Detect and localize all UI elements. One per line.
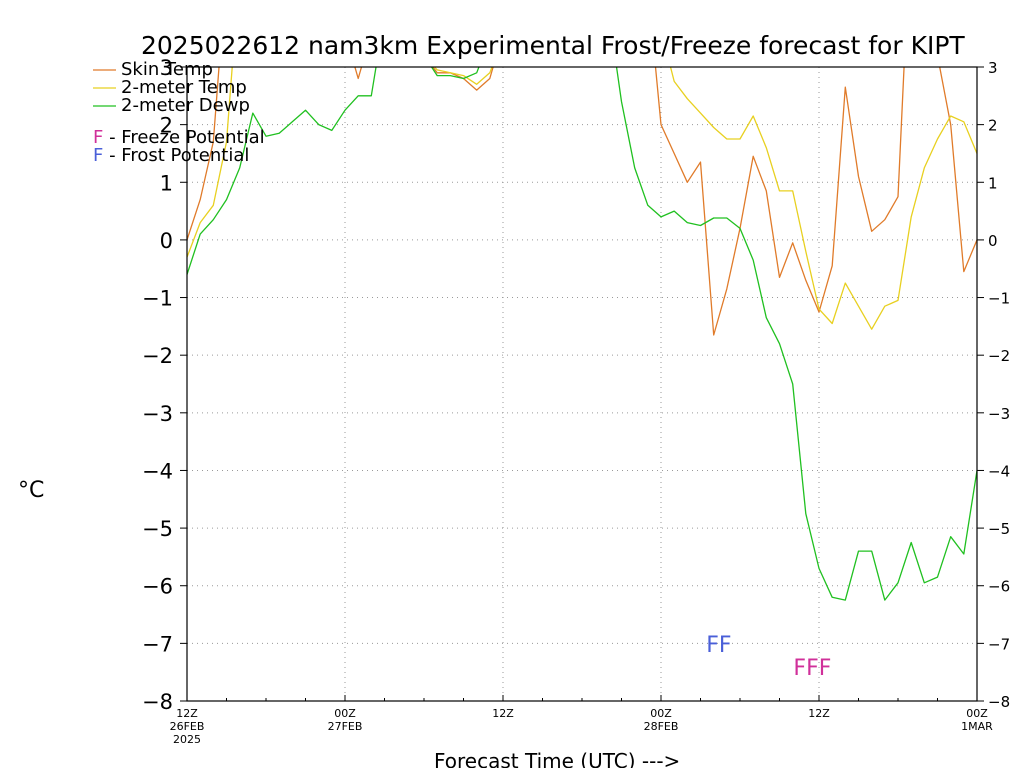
y-tick-label-left: −3 <box>142 402 173 426</box>
y-tick-label-left: −1 <box>142 287 173 311</box>
legend-entry-label: 2-meter Dewp <box>121 95 250 116</box>
x-tick-label: 12Z <box>492 707 514 720</box>
x-tick-label: 27FEB <box>328 720 363 733</box>
y-tick-label-right: −2 <box>988 347 1010 365</box>
y-tick-label-left: 2 <box>160 114 173 138</box>
legend-potential-entry: F - Freeze Potential <box>93 127 265 148</box>
y-tick-label-right: 3 <box>988 59 998 77</box>
y-tick-label-right: 2 <box>988 117 998 135</box>
y-tick-label-left: −8 <box>142 690 173 714</box>
x-tick-label: 00Z <box>650 707 672 720</box>
x-tick-label: 1MAR <box>961 720 993 733</box>
freeze-potential-marker: FFF <box>793 656 831 681</box>
series-line-2-meter-temp <box>187 67 977 330</box>
y-tick-label-right: −1 <box>988 290 1010 308</box>
frost-potential-marker: FF <box>706 633 731 658</box>
series-lines <box>187 67 977 601</box>
x-tick-label: 00Z <box>334 707 356 720</box>
x-tick-label: 12Z <box>808 707 830 720</box>
series-line-skin-temp <box>187 67 977 336</box>
legend-entry-label: Skin Temp <box>121 59 213 80</box>
y-tick-label-right: −4 <box>988 462 1010 480</box>
x-tick-label: 28FEB <box>644 720 679 733</box>
y-tick-label-right: −8 <box>988 693 1010 711</box>
legend-entry-label: 2-meter Temp <box>121 77 247 98</box>
y-tick-label-right: −5 <box>988 520 1010 538</box>
y-axis-label: °C <box>18 478 44 503</box>
x-tick-label: 12Z <box>176 707 198 720</box>
y-tick-label-left: −5 <box>142 517 173 541</box>
y-tick-label-left: −7 <box>142 632 173 656</box>
grid-lines <box>187 67 977 701</box>
y-tick-label-right: −3 <box>988 405 1010 423</box>
y-tick-label-left: 0 <box>160 229 173 253</box>
y-tick-label-left: −6 <box>142 575 173 599</box>
y-tick-label-left: −2 <box>142 344 173 368</box>
y-tick-label-right: 1 <box>988 174 998 192</box>
series-line-2-meter-dewp <box>187 67 977 601</box>
y-tick-label-right: −6 <box>988 578 1010 596</box>
y-tick-label-right: 0 <box>988 232 998 250</box>
y-tick-label-right: −7 <box>988 635 1010 653</box>
x-tick-label: 00Z <box>966 707 988 720</box>
y-tick-label-left: −4 <box>142 459 173 483</box>
x-axis-label: Forecast Time (UTC) ---> <box>434 749 680 768</box>
x-tick-label: 26FEB <box>170 720 205 733</box>
x-tick-label: 2025 <box>173 733 201 746</box>
chart-title: 2025022612 nam3km Experimental Frost/Fre… <box>141 31 965 60</box>
legend-potential-entry: F - Frost Potential <box>93 145 249 166</box>
y-tick-label-left: 1 <box>160 171 173 195</box>
y-tick-label-left: 3 <box>160 56 173 80</box>
y-axis-ticks: −8 −8 −7 −7 −6 −6 −5 −5 −4 −4 −3 −3 −2 −2 −1 −1 0 0 1 1 2 2 3 3 <box>142 56 1010 714</box>
